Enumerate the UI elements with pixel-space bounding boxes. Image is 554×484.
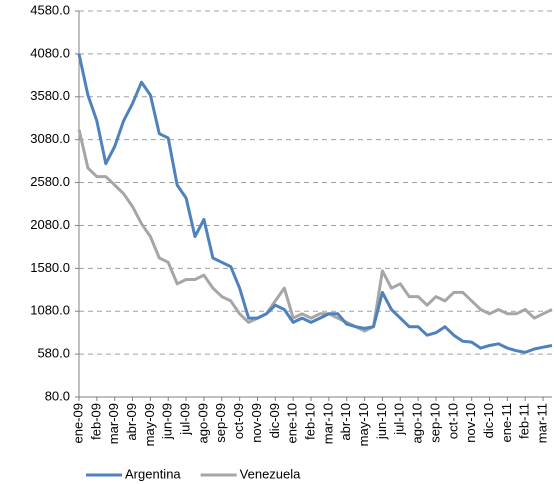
y-tick-label: 2080.0 — [30, 217, 70, 232]
x-tick-label: oct-10 — [445, 403, 460, 439]
legend-label: Argentina — [125, 466, 181, 481]
y-tick-label: 2580.0 — [30, 174, 70, 189]
y-tick-label: 3080.0 — [30, 131, 70, 146]
y-tick-label: 1580.0 — [30, 260, 70, 275]
x-tick-label: jul-10 — [392, 403, 407, 436]
y-tick-label: 3580.0 — [30, 88, 70, 103]
x-tick-label: nov-10 — [463, 403, 478, 443]
x-tick-label: nov-09 — [249, 403, 264, 443]
x-tick-label: oct-09 — [231, 403, 246, 439]
x-tick-label: ago-10 — [410, 403, 425, 443]
x-tick-label: jul-09 — [178, 403, 193, 436]
x-tick-label: ene-09 — [70, 403, 85, 443]
x-tick-label: mar-11 — [535, 403, 550, 443]
x-tick-label: dic-09 — [267, 403, 282, 438]
x-tick-label: ago-09 — [195, 403, 210, 443]
y-tick-label: 4080.0 — [30, 45, 70, 60]
x-tick-label: abr-09 — [124, 403, 139, 441]
x-tick-label: mar-10 — [320, 403, 335, 444]
x-tick-label: feb-09 — [88, 403, 103, 440]
x-tick-label: dic-10 — [481, 403, 496, 438]
x-tick-label: sep-10 — [427, 403, 442, 443]
x-tick-label: ene-10 — [285, 403, 300, 443]
y-tick-label: 580.0 — [37, 346, 70, 361]
x-tick-label: sep-09 — [213, 403, 228, 443]
x-tick-label: jun-09 — [160, 403, 175, 440]
legend-label: Venezuela — [240, 466, 301, 481]
x-tick-label: feb-10 — [302, 403, 317, 440]
x-tick-label: mar-09 — [106, 403, 121, 444]
x-tick-label: may-09 — [142, 403, 157, 446]
y-tick-label: 4580.0 — [30, 2, 70, 17]
x-tick-label: ene-11 — [499, 403, 514, 443]
series-line — [77, 129, 553, 333]
series-line — [77, 53, 553, 354]
x-tick-label: abr-10 — [338, 403, 353, 441]
x-tick-label: jun-10 — [374, 403, 389, 440]
x-tick-label: may-10 — [356, 403, 371, 446]
x-tick-label: feb-11 — [517, 403, 532, 439]
y-tick-label: 1080.0 — [30, 303, 70, 318]
y-tick-label: 80.0 — [45, 388, 70, 403]
